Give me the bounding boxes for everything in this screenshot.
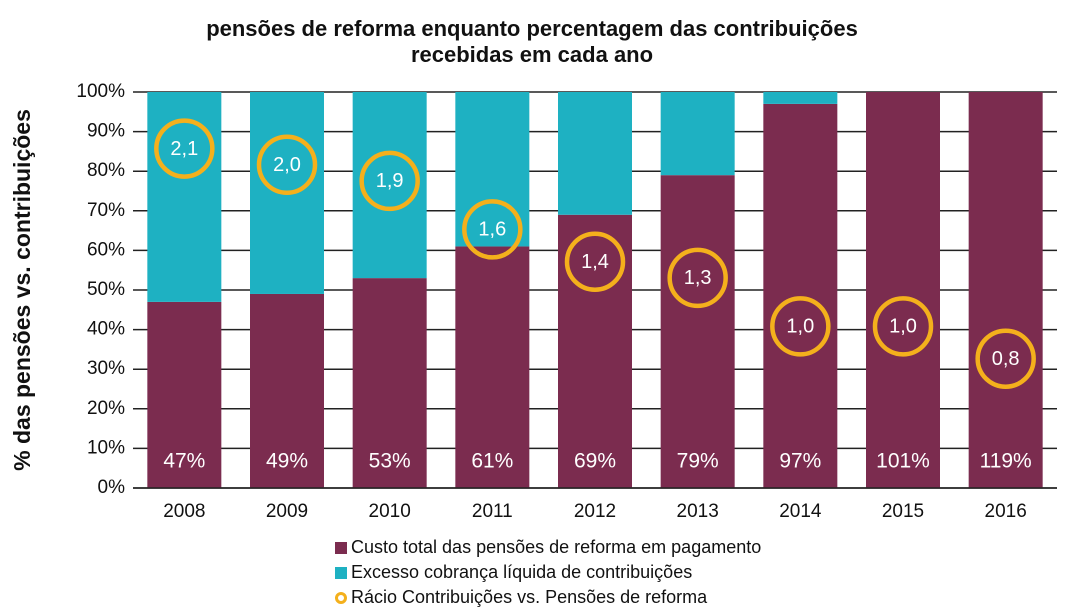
bar-segment bbox=[352, 278, 427, 488]
bar-segment bbox=[660, 92, 735, 176]
bar-segment bbox=[147, 92, 222, 302]
bar-segment bbox=[866, 92, 940, 488]
ratio-marker bbox=[154, 118, 215, 179]
ratio-marker bbox=[564, 231, 626, 292]
bar-segment bbox=[147, 301, 222, 488]
y-tick-label: 70% bbox=[87, 200, 125, 221]
x-tick-label: 2010 bbox=[369, 501, 411, 522]
y-tick-label: 0% bbox=[98, 477, 126, 498]
ratio-label: 2,0 bbox=[273, 154, 301, 176]
y-tick-label: 20% bbox=[87, 398, 125, 419]
bar-segment bbox=[763, 103, 838, 488]
value-label: 47% bbox=[163, 450, 205, 473]
legend-label: Rácio Contribuições vs. Pensões de refor… bbox=[351, 587, 708, 607]
value-label: 119% bbox=[980, 450, 1032, 473]
ratio-label: 1,6 bbox=[478, 219, 506, 241]
ratio-marker bbox=[872, 296, 934, 357]
ratio-label: 2,1 bbox=[170, 138, 198, 160]
ratio-marker bbox=[667, 247, 728, 309]
x-tick-label: 2009 bbox=[266, 501, 308, 522]
y-tick-label: 50% bbox=[87, 279, 125, 300]
y-tick-label: 80% bbox=[87, 160, 125, 181]
y-tick-label: 100% bbox=[76, 81, 125, 102]
x-tick-label: 2008 bbox=[163, 501, 205, 522]
value-label: 97% bbox=[779, 450, 821, 473]
ratio-marker bbox=[770, 296, 831, 357]
bar-segment bbox=[968, 92, 1043, 488]
ratio-marker bbox=[256, 134, 318, 195]
y-tick-label: 40% bbox=[87, 319, 125, 340]
ratio-label: 1,0 bbox=[889, 316, 917, 338]
bar-segment bbox=[558, 214, 632, 488]
x-tick-label: 2013 bbox=[677, 501, 719, 522]
value-label: 69% bbox=[574, 450, 616, 473]
legend-swatch bbox=[335, 542, 347, 554]
value-label: 79% bbox=[677, 450, 719, 473]
value-label: 49% bbox=[266, 450, 308, 473]
x-tick-label: 2012 bbox=[574, 501, 616, 522]
y-tick-label: 10% bbox=[87, 437, 125, 458]
legend-swatch bbox=[335, 567, 347, 579]
bar-segment bbox=[763, 92, 838, 104]
chart-title: recebidas em cada ano bbox=[411, 42, 653, 67]
bar-segment bbox=[660, 175, 735, 488]
bar-segment bbox=[455, 246, 530, 488]
ratio-label: 1,3 bbox=[684, 267, 712, 289]
ratio-marker bbox=[462, 199, 523, 260]
y-tick-label: 60% bbox=[87, 239, 125, 260]
x-tick-label: 2014 bbox=[779, 501, 822, 522]
x-tick-label: 2015 bbox=[882, 501, 924, 522]
y-tick-label: 30% bbox=[87, 358, 125, 379]
chart-title: pensões de reforma enquanto percentagem … bbox=[206, 16, 858, 41]
legend-label: Custo total das pensões de reforma em pa… bbox=[351, 537, 761, 557]
legend-label: Excesso cobrança líquida de contribuiçõe… bbox=[351, 562, 692, 582]
ratio-marker bbox=[975, 328, 1036, 389]
y-axis-label: % das pensões vs. contribuições bbox=[9, 109, 35, 471]
ratio-label: 1,9 bbox=[376, 170, 404, 192]
y-tick-label: 90% bbox=[87, 121, 125, 142]
bar-segment bbox=[250, 293, 324, 488]
legend-swatch bbox=[335, 592, 347, 604]
ratio-label: 0,8 bbox=[992, 348, 1020, 370]
ratio-label: 1,0 bbox=[786, 316, 814, 338]
value-label: 101% bbox=[876, 450, 930, 473]
ratio-label: 1,4 bbox=[581, 251, 609, 273]
bar-segment bbox=[558, 92, 632, 215]
value-label: 61% bbox=[471, 450, 513, 473]
x-tick-label: 2011 bbox=[472, 501, 513, 522]
value-label: 53% bbox=[369, 450, 411, 473]
bar-segment bbox=[352, 92, 427, 279]
ratio-marker bbox=[359, 150, 420, 212]
x-tick-label: 2016 bbox=[985, 501, 1027, 522]
